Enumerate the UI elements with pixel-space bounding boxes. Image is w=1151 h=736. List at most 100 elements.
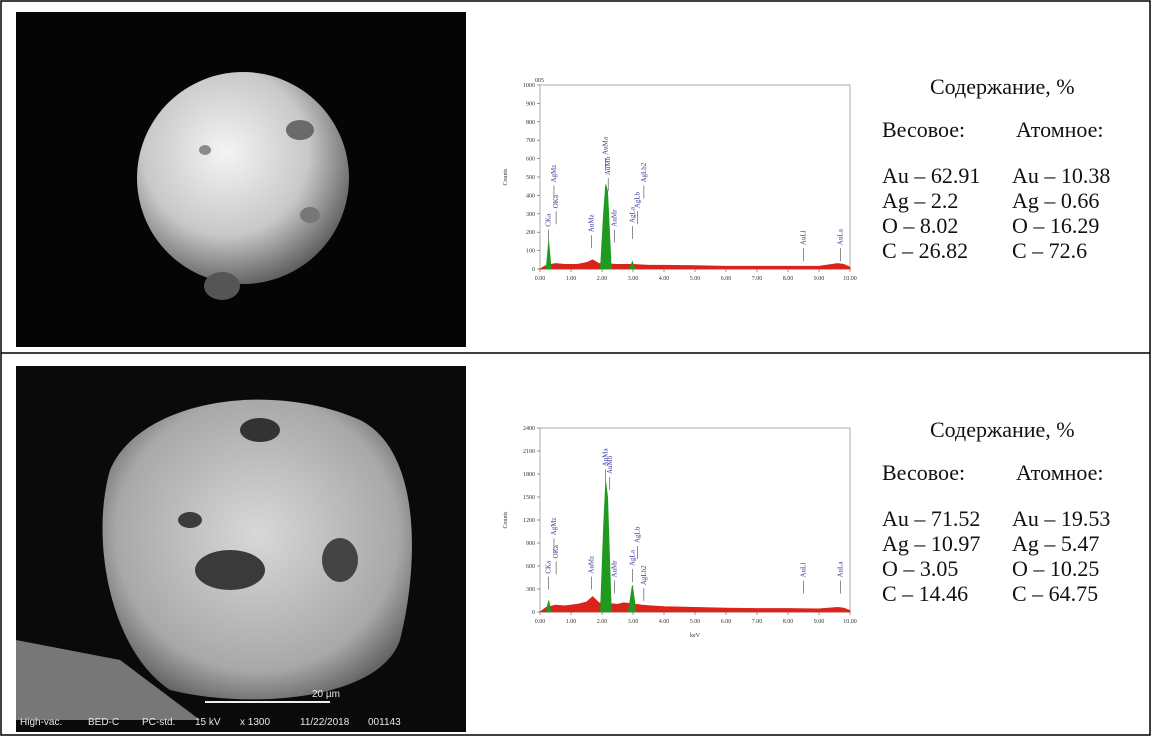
y-tick-label: 600 — [526, 157, 535, 163]
x-tick-label: 8.00 — [783, 619, 794, 625]
y-tick-label: 0 — [532, 610, 535, 616]
x-tick-label: 4.00 — [659, 276, 670, 282]
x-tick-label: 10.00 — [843, 619, 857, 625]
peak-label: AgLb2 — [640, 162, 648, 182]
y-tick-label: 700 — [526, 138, 535, 144]
x-tick-label: 5.00 — [690, 619, 701, 625]
table-cell: Ag – 5.47 — [1012, 531, 1099, 556]
y-tick-label: 0 — [532, 267, 535, 273]
column-header: Весовое: — [882, 460, 965, 485]
image-info: 11/22/2018 — [300, 717, 350, 728]
spectrum-area — [545, 184, 636, 270]
peak-label: AgMz — [550, 517, 558, 535]
peak-label: AuMb — [606, 455, 614, 474]
y-axis-label: Counts — [503, 168, 509, 186]
x-tick-label: 0.00 — [535, 276, 546, 282]
table-cell: C – 26.82 — [882, 238, 968, 263]
table-cell: C – 64.75 — [1012, 581, 1098, 606]
peak-label: AuLa — [837, 561, 845, 578]
x-tick-label: 1.00 — [566, 619, 577, 625]
y-tick-label: 1000 — [523, 83, 535, 89]
peak-label: AuMa — [602, 136, 610, 155]
table-cell: Au – 62.91 — [882, 163, 980, 188]
table-cell: Au – 10.38 — [1012, 163, 1110, 188]
table-cell: C – 72.6 — [1012, 238, 1087, 263]
composition-table: Содержание, %Весовое: Атомное:Au – 62.91 A… — [882, 74, 1110, 263]
x-axis-label: keV — [690, 633, 701, 639]
peak-label: AuLl — [800, 563, 808, 578]
peak-label: AuMz — [587, 556, 595, 574]
peak-label: AuMr — [610, 209, 618, 227]
peak-label: AuMb — [604, 156, 612, 175]
x-tick-label: 8.00 — [783, 276, 794, 282]
y-tick-label: 1800 — [523, 472, 535, 478]
x-tick-label: 2.00 — [597, 619, 608, 625]
sem-image: 20 µm High-vac. BED-C PC-std. 15 kV x 1300 11… — [16, 366, 466, 732]
table-cell: Au – 19.53 — [1012, 506, 1110, 531]
x-tick-label: 7.00 — [752, 619, 763, 625]
peak-label: AuLa — [837, 228, 845, 245]
column-header: Атомное: — [1016, 460, 1104, 485]
peak-label: OKa — [552, 194, 560, 208]
y-tick-label: 300 — [526, 587, 535, 593]
table-cell: O – 10.25 — [1012, 556, 1099, 581]
image-info: 001143 — [368, 717, 401, 728]
spectrum-area — [538, 259, 851, 270]
table-cell: C – 14.46 — [882, 581, 968, 606]
image-info: PC-std. — [142, 717, 175, 728]
y-tick-label: 500 — [526, 175, 535, 181]
table-title: Содержание, % — [930, 74, 1075, 99]
spectrum-area — [545, 481, 637, 613]
y-tick-label: 900 — [526, 541, 535, 547]
table-cell: Au – 71.52 — [882, 506, 980, 531]
peak-label: AuMa — [602, 448, 610, 467]
image-info: High-vac. — [20, 717, 62, 728]
image-info: 15 kV — [195, 717, 221, 728]
column-header: Весовое: — [882, 117, 965, 142]
peak-label: AgLb — [634, 526, 642, 543]
scale-label: 20 µm — [312, 689, 340, 700]
y-tick-label: 300 — [526, 212, 535, 218]
x-tick-label: 6.00 — [721, 619, 732, 625]
x-tick-label: 7.00 — [752, 276, 763, 282]
column-header: Атомное: — [1016, 117, 1104, 142]
y-tick-label: 200 — [526, 230, 535, 236]
peak-label: AuLl — [800, 230, 808, 245]
peak-label: AgLa — [628, 549, 636, 566]
x-tick-label: 10.00 — [843, 276, 857, 282]
x-tick-label: 0.00 — [535, 619, 546, 625]
spectrum-chart: 0 100 200 300 400 500 600 700 800 900 1000 0.00 1.00… — [503, 78, 857, 282]
y-tick-label: 400 — [526, 193, 535, 199]
x-tick-label: 4.00 — [659, 619, 670, 625]
x-tick-label: 5.00 — [690, 276, 701, 282]
y-tick-label: 1200 — [523, 518, 535, 524]
peak-label: AgLa — [628, 206, 636, 223]
table-cell: Ag – 2.2 — [882, 188, 958, 213]
peak-label: AgMz — [550, 165, 558, 183]
peak-label: AuMr — [610, 560, 618, 578]
spectrum-area — [538, 596, 851, 613]
y-tick-label: 900 — [526, 101, 535, 107]
y-tick-label: 600 — [526, 564, 535, 570]
chart-title: 005 — [535, 78, 544, 84]
image-info: x 1300 — [240, 717, 270, 728]
image-info: BED-C — [88, 717, 119, 728]
y-tick-label: 1500 — [523, 495, 535, 501]
peak-label: AuMz — [587, 214, 595, 232]
y-tick-label: 100 — [526, 249, 535, 255]
y-axis-label: Counts — [503, 511, 509, 529]
x-tick-label: 9.00 — [814, 619, 825, 625]
x-tick-label: 6.00 — [721, 276, 732, 282]
sem-image — [16, 12, 466, 347]
table-cell: Ag – 0.66 — [1012, 188, 1099, 213]
table-cell: O – 3.05 — [882, 556, 958, 581]
x-tick-label: 9.00 — [814, 276, 825, 282]
peak-label: CKa — [545, 560, 553, 574]
peak-label: AgLb — [634, 191, 642, 208]
peak-label: CKa — [545, 213, 553, 227]
peak-label: OKa — [552, 544, 560, 558]
x-tick-label: 1.00 — [566, 276, 577, 282]
y-tick-label: 800 — [526, 120, 535, 126]
x-tick-label: 2.00 — [597, 276, 608, 282]
